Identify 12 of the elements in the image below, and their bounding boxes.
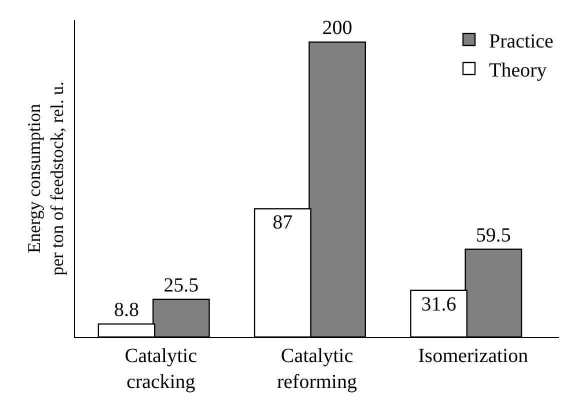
x-tick-label: Catalytic cracking bbox=[124, 345, 198, 393]
y-axis-title: Energy consumption per ton of feedstock, rel. u. bbox=[24, 82, 68, 276]
data-label: 25.5 bbox=[164, 274, 199, 296]
legend-label: Theory bbox=[489, 59, 547, 82]
data-label: 200 bbox=[322, 17, 352, 40]
x-tick-label: Catalytic reforming bbox=[277, 345, 357, 393]
data-label: 87 bbox=[272, 212, 293, 234]
data-label: 31.6 bbox=[421, 293, 456, 316]
legend-label: Practice bbox=[489, 30, 554, 52]
data-label: 59.5 bbox=[476, 224, 511, 246]
x-tick-label: Isomerization bbox=[418, 345, 528, 367]
data-label: 8.8 bbox=[114, 299, 140, 322]
